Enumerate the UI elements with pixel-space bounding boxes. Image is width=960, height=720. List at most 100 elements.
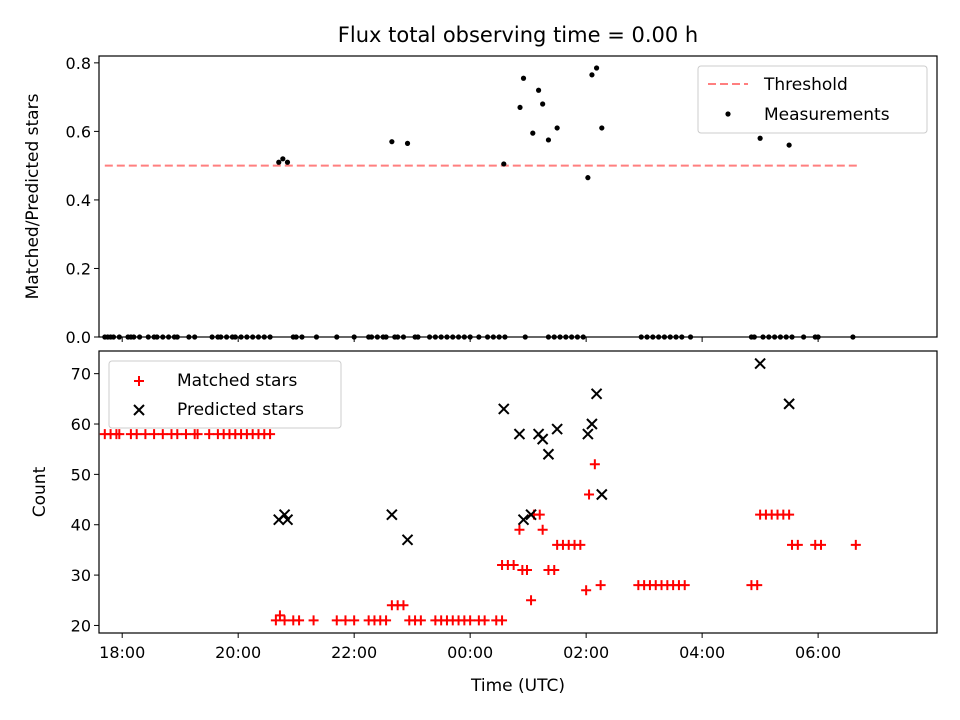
matched-star-point [784, 509, 795, 520]
matched-star-point [331, 615, 342, 626]
y-tick-label: 70 [71, 365, 91, 384]
predicted-star-point [542, 448, 555, 460]
measurement-point [530, 130, 536, 136]
y-tick-label: 30 [71, 566, 91, 585]
measurement-point [599, 125, 605, 131]
matched-star-point [595, 580, 606, 591]
matched-star-point [398, 600, 409, 611]
matched-star-point [180, 429, 191, 440]
measurement-point [535, 87, 542, 93]
matched-star-point [534, 509, 545, 520]
matched-star-point [274, 610, 285, 621]
predicted-star-point [586, 418, 598, 430]
matched-star-point [308, 615, 319, 626]
matched-star-point [508, 560, 519, 571]
matched-star-point [526, 595, 537, 606]
y-tick-label: 0.8 [66, 54, 91, 73]
predicted-star-point [401, 534, 414, 546]
matched-star-point [204, 429, 215, 440]
chart-title: Flux total observing time = 0.00 h [338, 23, 698, 47]
matched-star-point [679, 580, 690, 591]
predicted-star-point [513, 428, 526, 440]
legend-predicted-marker [133, 404, 145, 416]
matched-star-point [415, 615, 426, 626]
y-tick-label: 0.0 [66, 328, 91, 347]
measurement-point [757, 135, 763, 141]
top-panel: 0.0 0.2 0.4 0.6 0.8 Matched/Predicted stars Th… [23, 54, 938, 347]
x-tick-label: 04:00 [679, 643, 725, 662]
y-tick-label: 0.4 [66, 191, 91, 210]
measurement-point [389, 139, 395, 145]
measurement-point [517, 104, 523, 111]
matched-star-point [270, 615, 281, 626]
matched-star-point [589, 459, 600, 470]
x-tick-label: 02:00 [563, 643, 609, 662]
matched-star-point [575, 539, 586, 550]
predicted-star-point [783, 398, 795, 410]
measurement-point [545, 137, 552, 143]
matched-star-point [479, 615, 490, 626]
predicted-star-point [582, 428, 594, 440]
legend-measurement-marker [725, 111, 731, 117]
predicted-star-point [596, 488, 608, 501]
matched-star-point [752, 580, 763, 591]
matched-star-point [549, 565, 560, 576]
x-tick-label: 18:00 [99, 643, 145, 662]
measurement-point [585, 175, 591, 181]
y-tick-label: 0.6 [66, 122, 91, 141]
matched-star-point [131, 429, 142, 440]
matched-star-point [157, 429, 168, 440]
matched-star-point [497, 615, 508, 626]
matched-star-point [816, 539, 827, 550]
matched-star-point [537, 524, 548, 535]
y-axis-label: Count [30, 466, 50, 517]
measurement-point [593, 65, 600, 71]
legend-threshold-label: Threshold [763, 75, 848, 95]
bottom-panel: 20 30 40 50 60 70 18:00 20:00 22:00 00:00 02:00 04:… [30, 350, 938, 696]
x-axis-label: Time (UTC) [470, 676, 565, 696]
predicted-star-point [754, 357, 766, 370]
y-tick-label: 20 [71, 616, 91, 635]
matched-star-point [140, 429, 151, 440]
matched-star-point [792, 539, 803, 550]
measurement-point [540, 101, 546, 107]
legend-matched-marker [134, 376, 144, 386]
matched-star-point [192, 429, 203, 440]
measurement-point [501, 161, 507, 167]
predicted-star-point [525, 508, 537, 521]
predicted-star-point [386, 508, 398, 521]
predicted-star-point [536, 433, 549, 445]
y-tick-label: 50 [71, 465, 91, 484]
measurement-point [276, 159, 282, 165]
measurement-point [589, 72, 595, 78]
predicted-star-point [517, 513, 530, 526]
measurement-point [280, 156, 286, 162]
predicted-star-point [498, 403, 510, 415]
matched-star-point [172, 429, 183, 440]
x-tick-label: 06:00 [795, 643, 841, 662]
measurement-point [786, 142, 792, 148]
y-tick-label: 0.2 [66, 259, 91, 278]
y-tick-label: 60 [71, 415, 91, 434]
measurement-point [554, 125, 560, 131]
x-tick-label: 22:00 [331, 643, 377, 662]
measurement-point [520, 75, 527, 81]
measurement-point [284, 159, 291, 165]
predicted-star-point [281, 513, 294, 526]
matched-star-point [265, 429, 276, 440]
matched-star-point [294, 615, 305, 626]
legend: Matched stars Predicted stars [108, 360, 342, 429]
y-tick-label: 40 [71, 516, 91, 535]
matched-star-point [521, 565, 532, 576]
axes-frame [98, 350, 938, 634]
matched-star-point [581, 585, 592, 596]
x-tick-label: 00:00 [447, 643, 493, 662]
axes-frame [98, 55, 938, 338]
matched-star-point [340, 615, 351, 626]
legend-box [108, 360, 342, 429]
matched-star-point [465, 615, 476, 626]
predicted-star-point [590, 388, 603, 400]
matched-star-point [114, 429, 125, 440]
matched-star-point [149, 429, 160, 440]
